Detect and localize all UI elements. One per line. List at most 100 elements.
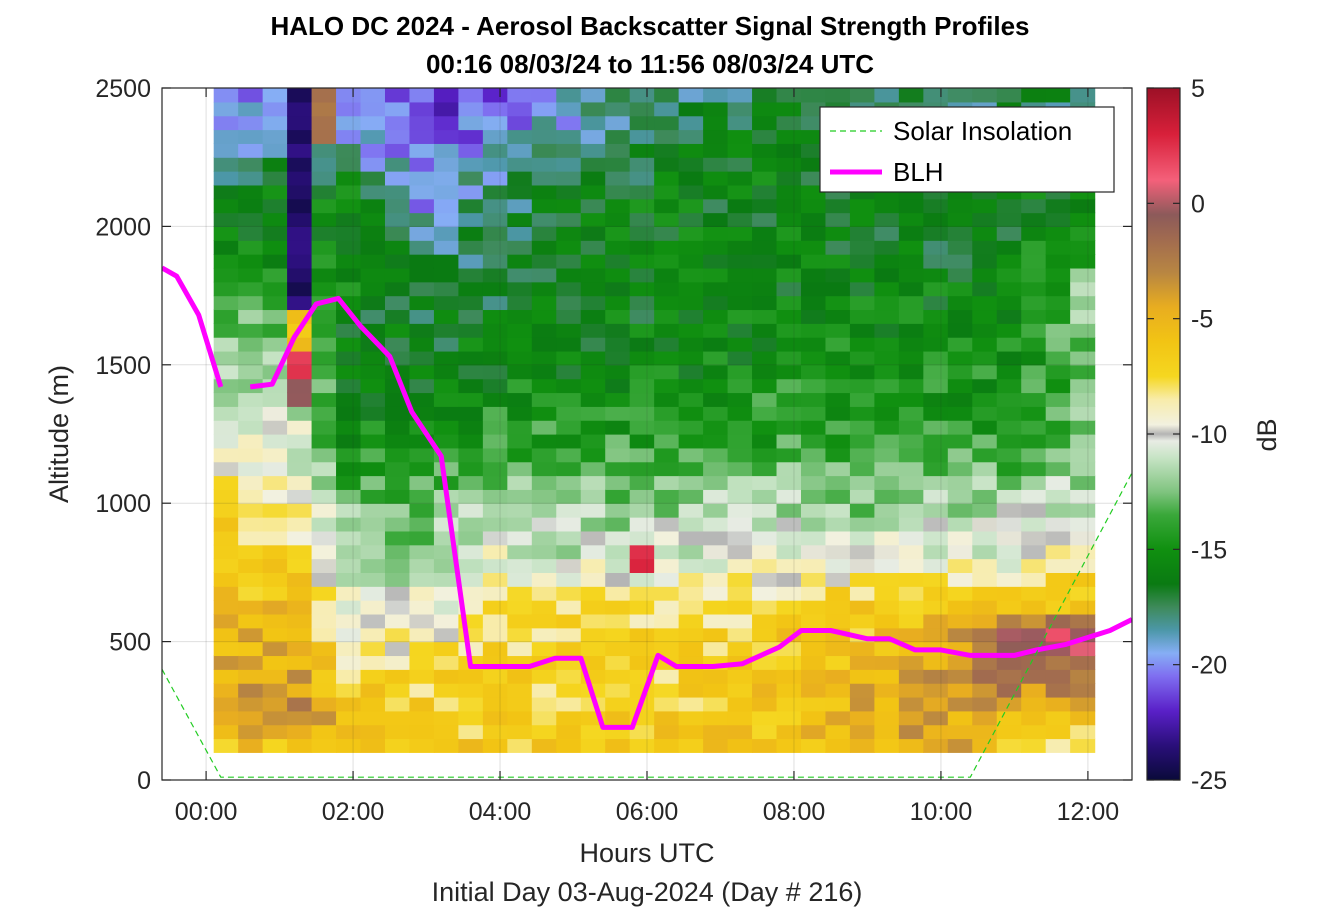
heatmap-cell xyxy=(458,461,484,477)
heatmap-cell xyxy=(1045,240,1071,255)
heatmap-cell xyxy=(458,281,484,297)
heatmap-cell xyxy=(972,350,998,366)
heatmap-cell xyxy=(213,627,239,643)
heatmap-cell xyxy=(556,88,582,103)
heatmap-cell xyxy=(874,309,900,324)
heatmap-cell xyxy=(458,226,484,241)
heatmap-cell xyxy=(678,88,704,103)
heatmap-cell xyxy=(213,447,239,463)
y-tick-label: 2000 xyxy=(95,213,151,241)
heatmap-cell xyxy=(825,420,851,435)
heatmap-cell xyxy=(336,212,362,227)
heatmap-cell xyxy=(287,517,313,532)
heatmap-cell xyxy=(874,586,900,601)
heatmap-cell xyxy=(507,447,533,463)
heatmap-cell xyxy=(825,572,851,587)
heatmap-cell xyxy=(1070,503,1096,518)
heatmap-cell xyxy=(849,267,875,283)
heatmap-cell xyxy=(238,558,264,573)
heatmap-cell xyxy=(849,434,875,449)
heatmap-cell xyxy=(580,724,606,740)
heatmap-cell xyxy=(482,267,508,283)
heatmap-cell xyxy=(678,600,704,615)
heatmap-cell xyxy=(703,710,729,726)
heatmap-cell xyxy=(311,544,337,560)
heatmap-cell xyxy=(336,364,362,380)
heatmap-cell xyxy=(800,240,827,255)
heatmap-cell xyxy=(1045,309,1071,324)
heatmap-cell xyxy=(898,281,924,297)
heatmap-cell xyxy=(776,475,802,490)
heatmap-cell xyxy=(556,337,582,352)
heatmap-cell xyxy=(972,434,998,449)
heatmap-cell xyxy=(311,115,337,131)
heatmap-cell xyxy=(287,434,313,449)
heatmap-cell xyxy=(238,738,264,753)
heatmap-cell xyxy=(1070,212,1096,227)
heatmap-cell xyxy=(458,517,484,532)
heatmap-cell xyxy=(580,323,606,338)
heatmap-cell xyxy=(213,503,239,518)
heatmap-cell xyxy=(384,627,411,643)
heatmap-cell xyxy=(629,323,655,338)
heatmap-cell xyxy=(580,309,606,324)
heatmap-cell xyxy=(531,212,557,227)
heatmap-cell xyxy=(629,572,655,587)
heatmap-cell xyxy=(213,600,239,615)
heatmap-cell xyxy=(703,489,729,504)
heatmap-cell xyxy=(1070,323,1096,338)
heatmap-cell xyxy=(972,295,998,311)
heatmap-cell xyxy=(678,101,704,117)
heatmap-cell xyxy=(703,88,729,103)
heatmap-cell xyxy=(409,295,435,311)
heatmap-cell xyxy=(360,434,386,449)
heatmap-cell xyxy=(409,309,435,324)
heatmap-cell xyxy=(800,226,827,241)
heatmap-cell xyxy=(752,226,778,241)
heatmap-cell xyxy=(409,503,435,518)
heatmap-cell xyxy=(703,503,729,518)
heatmap-cell xyxy=(213,489,239,504)
heatmap-cell xyxy=(262,655,288,670)
heatmap-cell xyxy=(923,530,949,546)
heatmap-cell xyxy=(262,184,288,200)
heatmap-cell xyxy=(727,350,753,366)
heatmap-cell xyxy=(605,738,631,753)
heatmap-cell xyxy=(752,558,778,573)
heatmap-cell xyxy=(1021,669,1047,684)
heatmap-cell xyxy=(800,337,827,352)
heatmap-cell xyxy=(262,600,288,615)
heatmap-cell xyxy=(287,254,313,269)
heatmap-cell xyxy=(898,323,924,338)
heatmap-cell xyxy=(409,669,435,684)
heatmap-cell xyxy=(849,544,875,560)
heatmap-cell xyxy=(800,669,827,684)
heatmap-cell xyxy=(384,517,411,532)
heatmap-cell xyxy=(825,655,851,670)
heatmap-cell xyxy=(507,323,533,338)
heatmap-cell xyxy=(1045,378,1071,394)
heatmap-cell xyxy=(580,461,606,477)
heatmap-cell xyxy=(898,489,924,504)
heatmap-cell xyxy=(825,198,851,214)
heatmap-cell xyxy=(580,544,606,560)
heatmap-cell xyxy=(336,88,362,103)
heatmap-cell xyxy=(409,226,435,241)
heatmap-cell xyxy=(825,669,851,684)
heatmap-cell xyxy=(531,337,557,352)
heatmap-cell xyxy=(800,447,827,463)
heatmap-cell xyxy=(531,226,557,241)
heatmap-cell xyxy=(458,406,484,421)
heatmap-cell xyxy=(898,447,924,463)
heatmap-cell xyxy=(458,254,484,269)
heatmap-cell xyxy=(433,350,459,366)
heatmap-cell xyxy=(336,254,362,269)
heatmap-cell xyxy=(458,171,484,186)
heatmap-cell xyxy=(800,683,827,698)
heatmap-cell xyxy=(727,434,753,449)
heatmap-cell xyxy=(923,517,949,532)
heatmap-cell xyxy=(311,613,337,629)
heatmap-cell xyxy=(287,157,313,172)
heatmap-cell xyxy=(507,420,533,435)
heatmap-cell xyxy=(287,406,313,421)
